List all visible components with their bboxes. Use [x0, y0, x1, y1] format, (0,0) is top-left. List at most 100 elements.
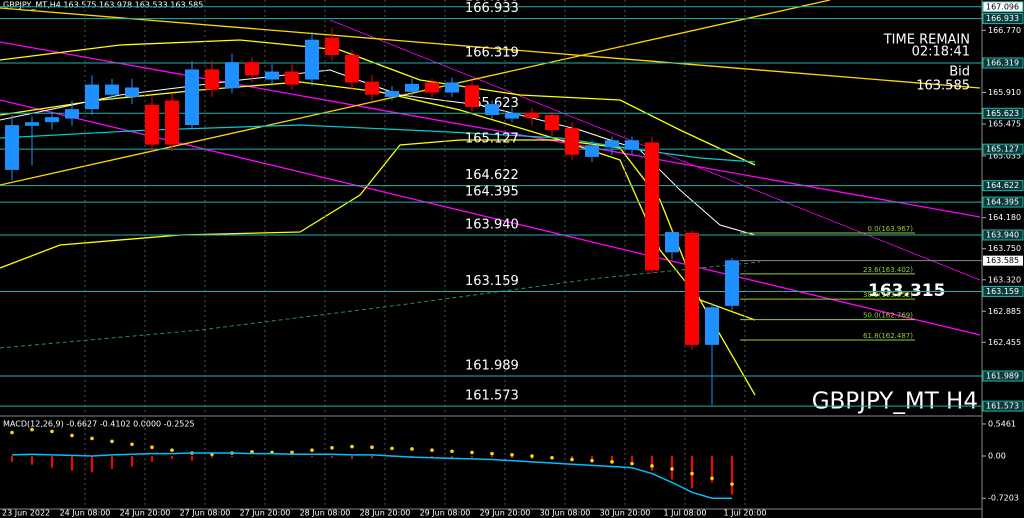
x-tick-label: 24 Jun 20:00: [120, 509, 171, 518]
macd-signal-dot: [550, 455, 554, 460]
level-label: 164.622: [465, 168, 519, 183]
x-tick-label: 28 Jun 08:00: [300, 509, 351, 518]
macd-signal-dot: [430, 448, 434, 452]
macd-signal-dot: [110, 439, 114, 444]
level-box-label: 163.159: [986, 287, 1019, 296]
candle-body: [425, 82, 439, 93]
macd-label: MACD(12,26,9) -0.6627 -0.4102 0.0000 -0.…: [3, 420, 195, 429]
macd-signal-dot: [330, 445, 334, 450]
macd-signal-dot: [690, 471, 694, 476]
candle-body: [185, 69, 199, 126]
macd-y-tick-label: -0.7203: [988, 494, 1019, 503]
macd-signal-dot: [590, 458, 594, 463]
level-box: [982, 285, 1024, 297]
macd-signal-dot: [470, 450, 474, 455]
macd-signal-dot: [290, 450, 294, 455]
macd-signal-dot: [610, 460, 614, 464]
macd-signal-dot: [410, 447, 414, 451]
fib-label: 50.0(162.769): [863, 312, 913, 320]
candle-body: [545, 114, 559, 131]
candle-body: [125, 87, 139, 97]
y-tick-label: 163.320: [988, 275, 1021, 284]
y-tick-label: 163.750: [988, 244, 1021, 253]
level-box-label: 166.319: [986, 58, 1019, 67]
bid-value: 163.585: [916, 79, 970, 94]
level-box-label: 161.573: [986, 402, 1019, 411]
macd-signal-dot: [510, 453, 514, 457]
candle-body: [405, 83, 419, 92]
candle-body: [705, 307, 719, 345]
macd-signal-dot: [70, 433, 74, 438]
x-tick-label: 1 Jul 20:00: [724, 509, 767, 518]
bid-box: [983, 255, 1023, 266]
x-tick-label: 28 Jun 20:00: [360, 509, 411, 518]
candle-body: [265, 71, 279, 80]
candle-body: [725, 260, 739, 306]
candle-body: [225, 62, 239, 89]
fib-label: 61.8(162.487): [863, 332, 913, 340]
x-tick-label: 30 Jun 20:00: [600, 509, 651, 518]
x-tick-label: 30 Jun 08:00: [540, 509, 591, 518]
candle-body: [565, 127, 579, 155]
candle-body: [65, 109, 79, 119]
macd-line: [11, 452, 732, 499]
macd-signal-dot: [390, 446, 394, 451]
level-label: 161.573: [465, 389, 519, 404]
fib-label: 0.0(163.967): [867, 225, 913, 233]
level-box-label: 165.127: [986, 145, 1019, 154]
level-label: 163.159: [465, 274, 519, 289]
y-tick-label: 162.885: [988, 307, 1021, 316]
candle-body: [625, 140, 639, 150]
time-remain-label: TIME REMAIN: [883, 33, 970, 48]
trendline: [0, 0, 831, 186]
level-box: [982, 57, 1024, 69]
macd-signal-dot: [730, 482, 734, 486]
candle-body: [85, 84, 99, 110]
candle-body: [365, 81, 379, 95]
x-tick-label: 29 Jun 20:00: [480, 509, 531, 518]
trendline: [0, 7, 981, 89]
level-label: 166.319: [465, 45, 519, 60]
candle-body: [285, 71, 299, 85]
level-label: 165.127: [465, 132, 519, 147]
y-tick-label: 164.180: [988, 213, 1021, 222]
candle-body: [525, 112, 539, 118]
symbol-header: GBPJPY_MT,H4 163.575 163.978 163.533 163…: [3, 1, 203, 10]
candle-body: [585, 145, 599, 157]
candle-body: [205, 69, 219, 90]
moving-average: [0, 261, 761, 349]
macd-signal-dot: [630, 461, 634, 466]
macd-y-tick-label: 0.5461: [988, 419, 1016, 428]
candle-body: [145, 104, 159, 145]
candle-body: [665, 232, 679, 253]
time-remain: 02:18:41: [912, 45, 970, 60]
lower-band: [0, 139, 756, 321]
level-box-label: 164.622: [986, 181, 1019, 190]
level-label: 161.989: [465, 359, 519, 374]
macd-signal-dot: [350, 444, 354, 449]
macd-signal-dot: [310, 448, 314, 452]
level-label: 166.933: [465, 1, 519, 16]
x-tick-label: 29 Jun 08:00: [420, 509, 471, 518]
x-tick-label: 27 Jun 20:00: [240, 509, 291, 518]
level-box: [982, 107, 1024, 119]
candle-body: [505, 112, 519, 119]
level-box: [982, 13, 1024, 25]
macd-signal-dot: [710, 476, 714, 481]
macd-signal-dot: [10, 430, 14, 435]
level-box: [982, 196, 1024, 208]
candle-body: [305, 39, 319, 80]
candle-body: [245, 62, 259, 76]
trendline: [0, 99, 981, 336]
bid-label: Bid: [949, 65, 970, 80]
macd-signal-dot: [530, 454, 534, 458]
candle-body: [5, 125, 19, 170]
x-tick-label: 1 Jul 08:00: [664, 509, 707, 518]
macd-signal-dot: [130, 442, 134, 447]
candle-body: [445, 82, 459, 93]
upper-band: [0, 39, 756, 166]
macd-signal-dot: [450, 449, 454, 454]
x-tick-label: 24 Jun 08:00: [60, 509, 111, 518]
x-tick-label: 27 Jun 08:00: [180, 509, 231, 518]
